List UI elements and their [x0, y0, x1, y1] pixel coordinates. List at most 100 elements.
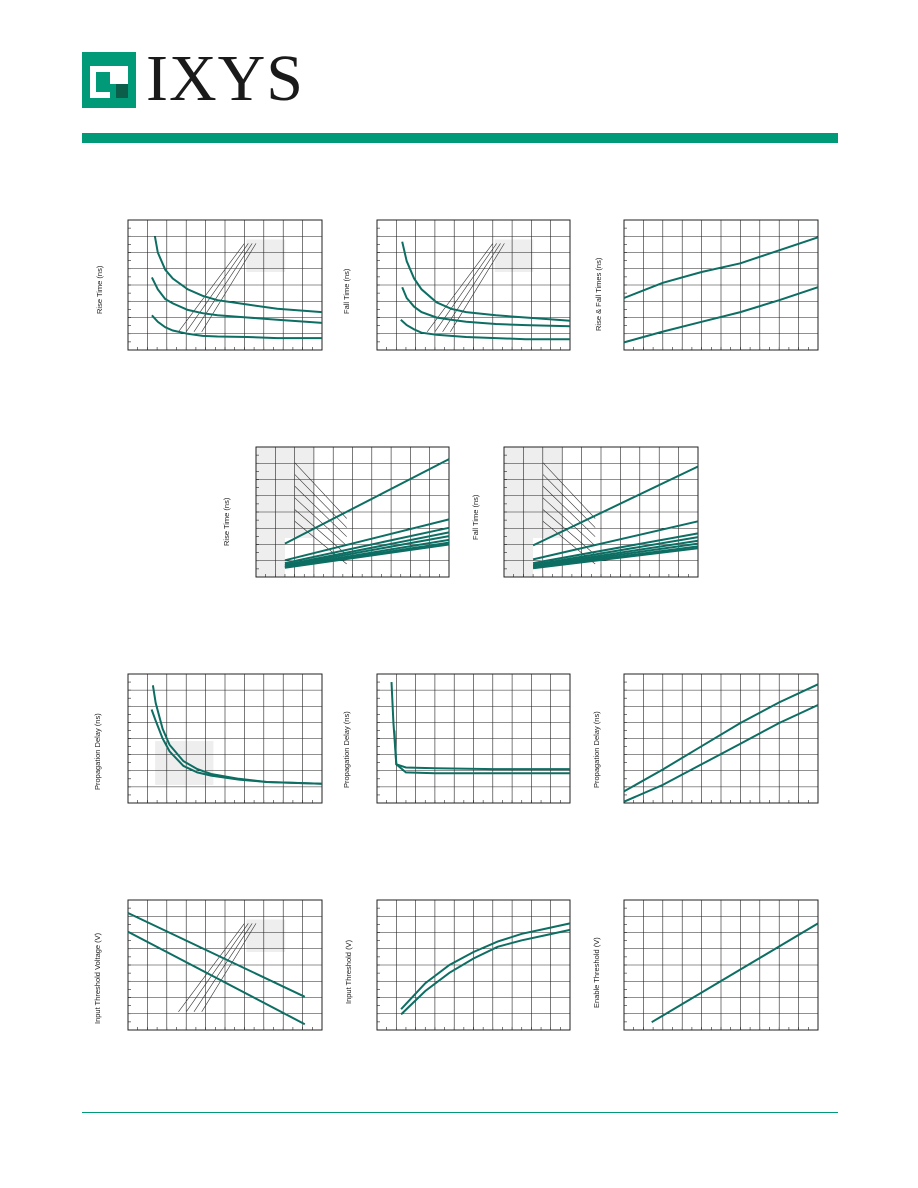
ylabel-propagation-delay-3: Propagation Delay (ns) [592, 711, 601, 788]
plot-frame [376, 899, 571, 1031]
series-line-3 [400, 318, 570, 341]
plot-area [255, 446, 450, 578]
hatch-line [450, 243, 505, 332]
plot-frame [127, 899, 323, 1031]
hatch-line [542, 462, 596, 519]
plot-frame [623, 673, 819, 804]
series-line-2 [401, 286, 571, 328]
series-line-2 [150, 709, 323, 785]
plot-frame [127, 219, 323, 351]
series-line-1 [623, 236, 819, 299]
series-line-2 [127, 930, 306, 1026]
plot-area [623, 899, 819, 1031]
ylabel-propagation-delay-1: Propagation Delay (ns) [93, 713, 102, 790]
series-line-2 [532, 520, 699, 561]
ylabel-rise-fall-times: Rise & Fall Times (ns) [594, 257, 603, 331]
plot-area [127, 219, 323, 351]
hatch-line [442, 243, 501, 332]
hatch-line [178, 923, 245, 1012]
hatch-line [185, 243, 249, 332]
hatch-line [193, 243, 253, 332]
series-line-8 [532, 547, 699, 570]
ylabel-fall-time-2: Fall Time (ns) [471, 494, 480, 540]
plot-area [376, 899, 571, 1031]
series-line-8 [284, 543, 450, 569]
chart-rise-time-vs-load [127, 219, 323, 351]
series-line-2 [151, 276, 323, 324]
series-line-2 [623, 704, 819, 803]
series-line-1 [390, 682, 570, 771]
hatch-line [185, 923, 249, 1012]
hatch-line [193, 923, 253, 1012]
series-line-1 [127, 912, 306, 998]
series-line-1 [284, 458, 450, 545]
shaded-region [504, 538, 534, 577]
hatch-line [294, 485, 347, 537]
hatch-line [294, 497, 347, 547]
plot-area [623, 219, 819, 351]
ylabel-rise-time-2: Rise Time (ns) [222, 497, 231, 546]
plot-frame [503, 446, 699, 578]
plot-frame [376, 219, 571, 351]
ixys-logo-text: IXYS [146, 42, 305, 115]
series-line-1 [400, 922, 571, 1010]
chart-rise-time-family [255, 446, 450, 578]
ylabel-rise-time-1: Rise Time (ns) [95, 265, 104, 314]
hatch-line [542, 497, 596, 547]
shaded-region [246, 919, 286, 952]
ylabel-input-threshold: Input Threshold (V) [344, 939, 353, 1004]
series-line-2 [400, 928, 571, 1016]
hatch-line [294, 474, 347, 528]
plot-area [376, 219, 571, 351]
series-line-4 [284, 531, 450, 566]
chart-fall-time-vs-load [376, 219, 571, 351]
shaded-region [256, 447, 314, 538]
chart-propagation-delay-1 [127, 673, 323, 804]
footer-rule [82, 1112, 838, 1113]
hatch-line [434, 243, 497, 332]
chart-fall-time-family [503, 446, 699, 578]
ylabel-fall-time-1: Fall Time (ns) [342, 268, 351, 314]
chart-rise-fall-times [623, 219, 819, 351]
chart-input-threshold [376, 899, 571, 1031]
hatch-line [294, 462, 347, 519]
hatch-line [542, 485, 596, 537]
series-line-5 [532, 539, 699, 567]
plot-area [503, 446, 699, 578]
chart-propagation-delay-2 [376, 673, 571, 804]
chart-enable-threshold [623, 899, 819, 1031]
plot-area [127, 673, 323, 804]
series-line-2 [623, 286, 819, 344]
series-line-3 [151, 314, 322, 340]
series-line-2 [393, 730, 570, 775]
series-line-1 [532, 465, 699, 547]
hatch-line [542, 474, 596, 528]
hatch-line [201, 923, 257, 1012]
series-line-3 [284, 526, 450, 565]
shaded-region [256, 538, 285, 577]
series-line-5 [284, 535, 450, 567]
plot-frame [376, 673, 571, 804]
ylabel-propagation-delay-2: Propagation Delay (ns) [342, 711, 351, 788]
series-line-1 [651, 922, 819, 1024]
shaded-region [246, 239, 286, 272]
plot-frame [623, 899, 819, 1031]
series-line-6 [532, 542, 699, 568]
hatch-line [201, 243, 257, 332]
ixys-logo-mark [82, 52, 136, 108]
plot-frame [623, 219, 819, 351]
series-line-2 [284, 518, 450, 562]
plot-area [127, 899, 323, 1031]
chart-propagation-delay-3 [623, 673, 819, 804]
plot-frame [127, 673, 323, 804]
ylabel-enable-threshold: Enable Threshold (V) [592, 937, 601, 1008]
series-line-1 [401, 241, 571, 322]
series-line-4 [532, 536, 699, 566]
series-line-1 [153, 236, 323, 314]
hatch-line [178, 243, 245, 332]
chart-input-threshold-voltage [127, 899, 323, 1031]
plot-area [376, 673, 571, 804]
ixys-logo: IXYS [82, 46, 322, 112]
ylabel-input-threshold-voltage: Input Threshold Voltage (V) [93, 932, 102, 1024]
plot-area [623, 673, 819, 804]
